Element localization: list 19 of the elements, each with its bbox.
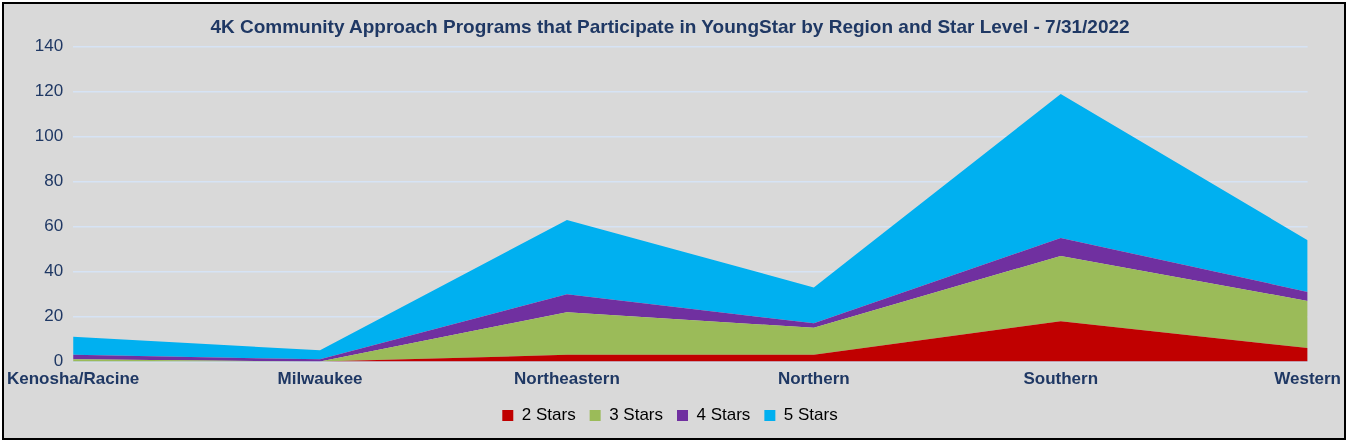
y-tick-label: 40 — [44, 261, 64, 281]
legend-label: 2 Stars — [521, 405, 576, 425]
x-tick-label: Southern — [1023, 369, 1099, 389]
y-tick-label: 0 — [53, 351, 64, 371]
legend-label: 3 Stars — [609, 405, 663, 425]
x-tick-label: Kenosha/Racine — [7, 369, 140, 389]
legend-label: 4 Stars — [696, 405, 751, 425]
y-tick-label: 120 — [34, 81, 64, 101]
y-tick-label: 20 — [44, 306, 64, 326]
x-tick-label: Northern — [777, 369, 850, 389]
legend-label: 5 Stars — [783, 405, 838, 425]
chart-title: 4K Community Approach Programs that Participate in YoungStar by Region and Star Level - 7/31/2022 — [210, 15, 1130, 37]
y-tick-label: 100 — [34, 126, 64, 146]
y-tick-label: 80 — [44, 171, 64, 191]
x-tick-label: Western — [1274, 369, 1341, 389]
y-tick-label: 60 — [44, 216, 64, 236]
x-tick-label: Milwaukee — [277, 369, 363, 389]
y-tick-label: 140 — [34, 36, 64, 56]
x-tick-label: Northeastern — [514, 369, 620, 389]
